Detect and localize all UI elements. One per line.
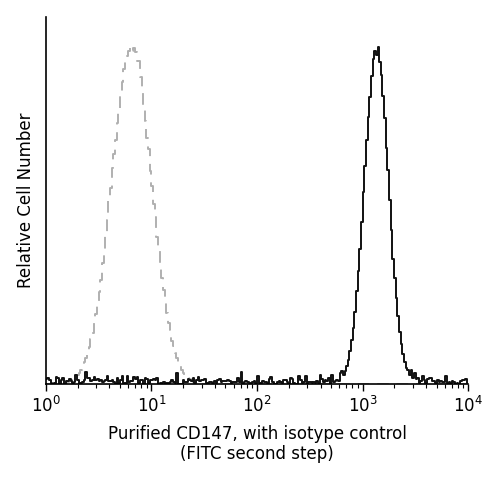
- X-axis label: Purified CD147, with isotype control
(FITC second step): Purified CD147, with isotype control (FI…: [108, 424, 406, 463]
- Y-axis label: Relative Cell Number: Relative Cell Number: [16, 113, 34, 288]
